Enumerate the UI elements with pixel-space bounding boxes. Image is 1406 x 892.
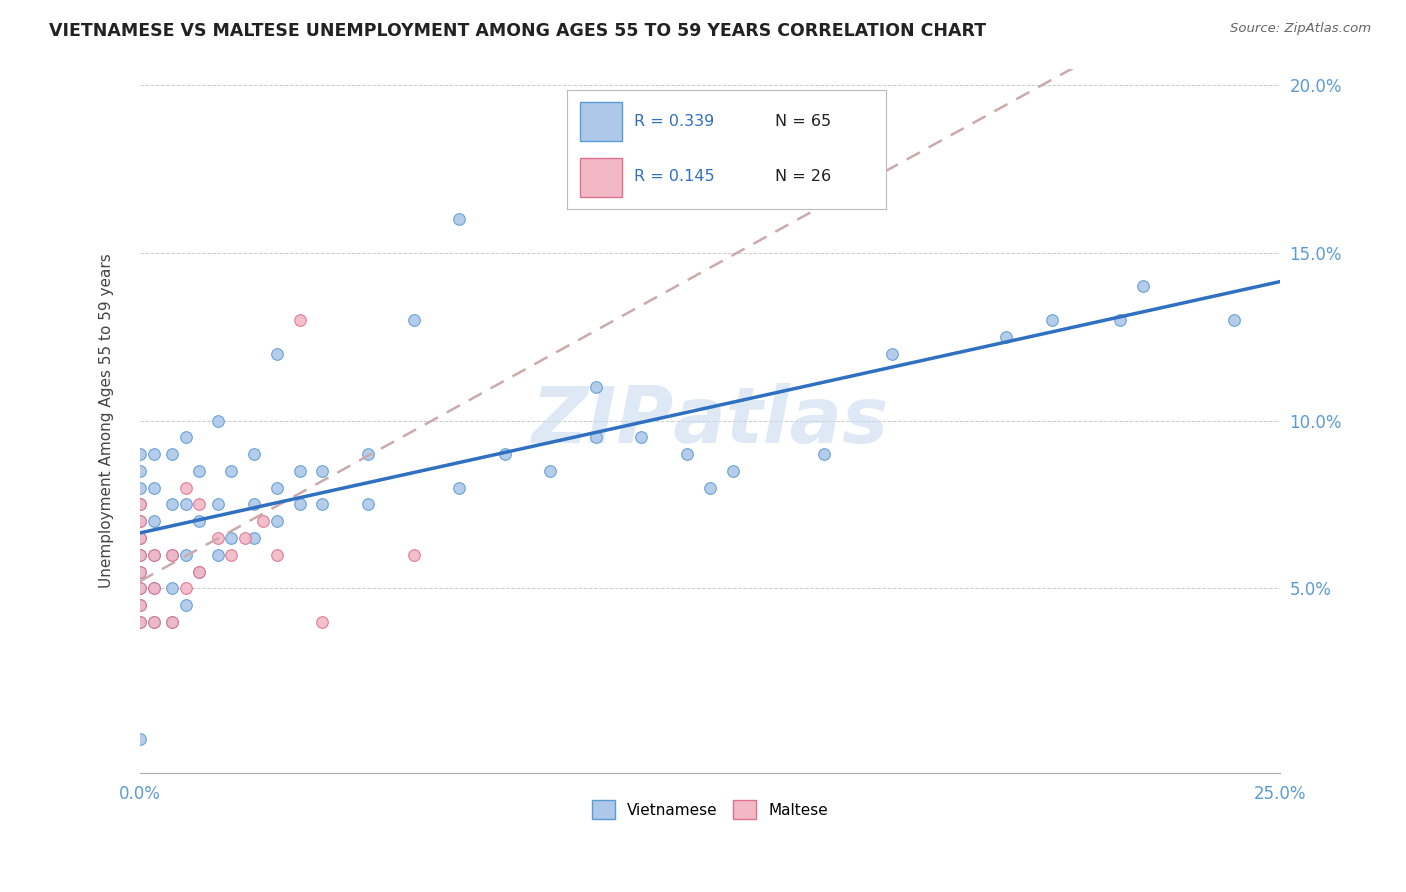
Point <box>288 313 311 327</box>
Point <box>311 615 333 629</box>
Point <box>174 548 197 562</box>
Point <box>142 615 165 629</box>
Point <box>219 531 242 545</box>
Point <box>129 615 152 629</box>
Point <box>129 498 152 512</box>
Point <box>174 582 197 596</box>
Point <box>266 346 288 360</box>
Point <box>174 598 197 612</box>
Point <box>252 514 274 528</box>
Point <box>243 531 266 545</box>
Point <box>288 464 311 478</box>
Point <box>449 481 471 495</box>
Point <box>129 514 152 528</box>
Point <box>995 330 1018 344</box>
Point <box>188 514 211 528</box>
Point <box>243 498 266 512</box>
Point <box>1223 313 1246 327</box>
Point <box>538 464 561 478</box>
Point <box>721 464 744 478</box>
Point <box>129 582 152 596</box>
Point <box>160 548 183 562</box>
Point <box>160 548 183 562</box>
Point <box>266 481 288 495</box>
Point <box>129 598 152 612</box>
Point <box>585 380 607 394</box>
Point <box>129 732 152 747</box>
Point <box>882 346 904 360</box>
Point <box>160 615 183 629</box>
Point <box>142 447 165 461</box>
Point <box>129 598 152 612</box>
Y-axis label: Unemployment Among Ages 55 to 59 years: Unemployment Among Ages 55 to 59 years <box>100 253 114 588</box>
Point <box>174 481 197 495</box>
Point <box>129 615 152 629</box>
Point <box>1109 313 1132 327</box>
Point <box>676 447 699 461</box>
Point <box>233 531 256 545</box>
Point <box>699 481 721 495</box>
Point <box>142 548 165 562</box>
Point <box>142 582 165 596</box>
Point <box>142 615 165 629</box>
Point <box>129 548 152 562</box>
Point <box>160 582 183 596</box>
Point <box>311 498 333 512</box>
Point <box>311 464 333 478</box>
Point <box>188 464 211 478</box>
Point <box>630 430 652 444</box>
Point <box>1040 313 1063 327</box>
Point <box>129 548 152 562</box>
Point <box>207 531 229 545</box>
Point <box>188 565 211 579</box>
Point <box>160 447 183 461</box>
Point <box>129 531 152 545</box>
Point <box>129 582 152 596</box>
Point <box>160 498 183 512</box>
Point <box>174 498 197 512</box>
Point <box>129 565 152 579</box>
Point <box>449 212 471 227</box>
Text: VIETNAMESE VS MALTESE UNEMPLOYMENT AMONG AGES 55 TO 59 YEARS CORRELATION CHART: VIETNAMESE VS MALTESE UNEMPLOYMENT AMONG… <box>49 22 987 40</box>
Point <box>174 430 197 444</box>
Point <box>142 514 165 528</box>
Point <box>266 514 288 528</box>
Point <box>402 548 425 562</box>
Point <box>494 447 516 461</box>
Point <box>266 548 288 562</box>
Point <box>129 514 152 528</box>
Point <box>129 498 152 512</box>
Point <box>243 447 266 461</box>
Point <box>288 498 311 512</box>
Point <box>402 313 425 327</box>
Point <box>207 414 229 428</box>
Point <box>207 498 229 512</box>
Point <box>357 447 380 461</box>
Point <box>129 447 152 461</box>
Point <box>129 565 152 579</box>
Point <box>142 481 165 495</box>
Text: Source: ZipAtlas.com: Source: ZipAtlas.com <box>1230 22 1371 36</box>
Point <box>219 548 242 562</box>
Point <box>129 464 152 478</box>
Point <box>676 195 699 210</box>
Point <box>142 548 165 562</box>
Point <box>207 548 229 562</box>
Point <box>142 582 165 596</box>
Point <box>188 498 211 512</box>
Point <box>1132 279 1154 293</box>
Point <box>813 447 835 461</box>
Point <box>160 615 183 629</box>
Point <box>219 464 242 478</box>
Point <box>585 430 607 444</box>
Point <box>357 498 380 512</box>
Text: ZIP​atlas: ZIP​atlas <box>531 383 889 458</box>
Point <box>129 531 152 545</box>
Point <box>129 481 152 495</box>
Point <box>188 565 211 579</box>
Legend: Vietnamese, Maltese: Vietnamese, Maltese <box>586 794 834 825</box>
